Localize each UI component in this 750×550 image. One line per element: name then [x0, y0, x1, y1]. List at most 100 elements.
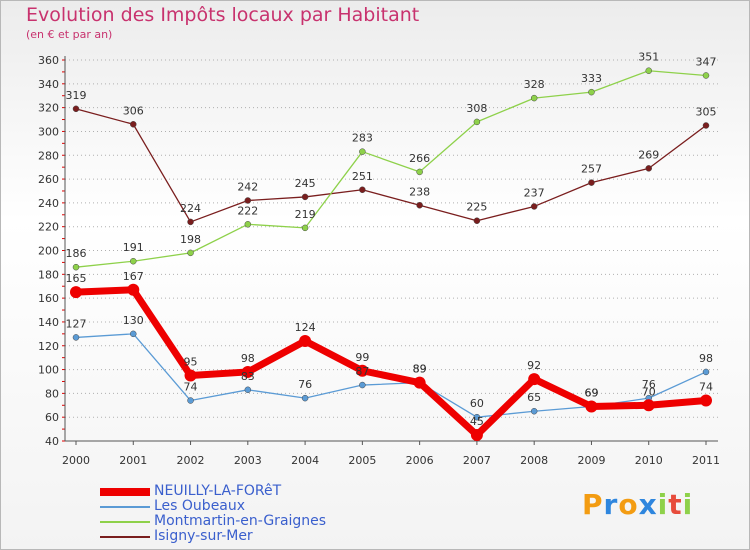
data-point	[702, 368, 710, 376]
data-label: 69	[584, 386, 598, 399]
proxiti-logo: Proxiti	[582, 488, 693, 521]
data-point	[700, 394, 712, 407]
y-tick-label: 240	[38, 197, 59, 210]
data-label: 89	[413, 363, 427, 376]
legend-label: Les Oubeaux	[154, 498, 246, 514]
data-point	[702, 122, 710, 129]
data-point	[130, 121, 137, 128]
data-label: 347	[696, 55, 717, 68]
y-tick-label: 360	[38, 54, 59, 67]
legend-swatch	[100, 536, 150, 538]
data-label: 99	[355, 351, 369, 364]
logo-letter: i	[682, 488, 694, 521]
logo-letter: o	[618, 488, 639, 521]
y-tick-label: 120	[38, 340, 59, 353]
y-tick-label: 180	[38, 268, 59, 281]
data-point	[127, 283, 140, 296]
data-point	[416, 168, 423, 176]
data-point	[359, 381, 366, 389]
data-label: 328	[524, 78, 545, 91]
x-tick-label: 2011	[692, 454, 720, 467]
data-label: 269	[638, 148, 659, 161]
data-point	[473, 217, 481, 224]
y-tick-label: 260	[38, 173, 59, 186]
y-tick-label: 140	[38, 316, 59, 329]
data-point	[187, 218, 194, 226]
y-tick-label: 100	[38, 364, 59, 377]
legend-label: Isigny-sur-Mer	[154, 528, 253, 544]
data-label: 76	[298, 378, 312, 391]
data-point	[585, 400, 598, 413]
data-label: 306	[123, 104, 144, 117]
y-tick-label: 40	[45, 435, 59, 448]
data-label: 305	[696, 105, 717, 118]
data-label: 167	[123, 270, 144, 283]
data-label: 98	[241, 352, 255, 365]
data-point	[301, 224, 309, 232]
data-label: 333	[581, 72, 602, 85]
series-line-0	[72, 286, 710, 439]
y-tick-label: 60	[45, 411, 59, 424]
legend: NEUILLY-LA-FORêT Les Oubeaux Montmartin-en…	[100, 483, 360, 544]
data-label: 224	[180, 202, 201, 215]
data-point	[359, 186, 366, 194]
y-tick-label: 320	[38, 102, 59, 115]
legend-entry: Montmartin-en-Graignes	[100, 513, 360, 529]
data-point	[244, 197, 252, 204]
data-label: 92	[527, 359, 541, 372]
data-label: 74	[699, 381, 713, 394]
x-tick-label: 2000	[62, 454, 90, 467]
data-label: 219	[295, 208, 316, 221]
data-label: 225	[466, 201, 487, 214]
data-label: 238	[409, 185, 430, 198]
data-label: 87	[355, 365, 369, 378]
data-point	[130, 257, 137, 265]
x-tick-label: 2005	[348, 454, 376, 467]
data-label: 127	[66, 317, 87, 330]
series-line-3	[75, 108, 707, 223]
data-point	[530, 94, 538, 102]
data-label: 257	[581, 163, 602, 176]
data-label: 124	[295, 321, 316, 334]
data-point	[184, 369, 197, 382]
data-label: 98	[699, 352, 713, 365]
data-point	[642, 399, 655, 412]
legend-label: Montmartin-en-Graignes	[154, 513, 327, 529]
data-label: 237	[524, 186, 545, 199]
x-tick-label: 2001	[119, 454, 147, 467]
data-label: 242	[237, 180, 258, 193]
data-label: 319	[66, 89, 87, 102]
legend-label: NEUILLY-LA-FORêT	[154, 483, 282, 499]
data-point	[301, 193, 309, 201]
logo-letter: P	[582, 488, 604, 521]
data-label: 95	[184, 356, 198, 369]
y-tick-label: 80	[45, 387, 59, 400]
data-label: 74	[184, 381, 198, 394]
data-label: 308	[466, 102, 487, 115]
data-point	[301, 394, 309, 402]
data-label: 165	[66, 272, 87, 285]
data-point	[72, 263, 80, 271]
data-point	[413, 376, 426, 389]
legend-entry: Les Oubeaux	[100, 498, 360, 514]
data-point	[528, 373, 541, 386]
data-label: 130	[123, 314, 144, 327]
legend-swatch	[100, 506, 150, 508]
data-point	[244, 386, 252, 394]
data-point	[70, 286, 82, 299]
legend-swatch	[100, 521, 150, 523]
data-label: 83	[241, 370, 255, 383]
data-point	[299, 334, 312, 347]
data-label: 191	[123, 241, 144, 254]
series-line-2	[75, 70, 707, 268]
data-point	[473, 413, 481, 421]
data-label: 65	[527, 391, 541, 404]
data-label: 76	[642, 378, 656, 391]
data-label: 251	[352, 170, 373, 183]
x-tick-label: 2009	[577, 454, 605, 467]
x-tick-label: 2003	[234, 454, 262, 467]
data-point	[356, 364, 369, 377]
x-tick-label: 2006	[406, 454, 434, 467]
data-point	[530, 203, 538, 210]
